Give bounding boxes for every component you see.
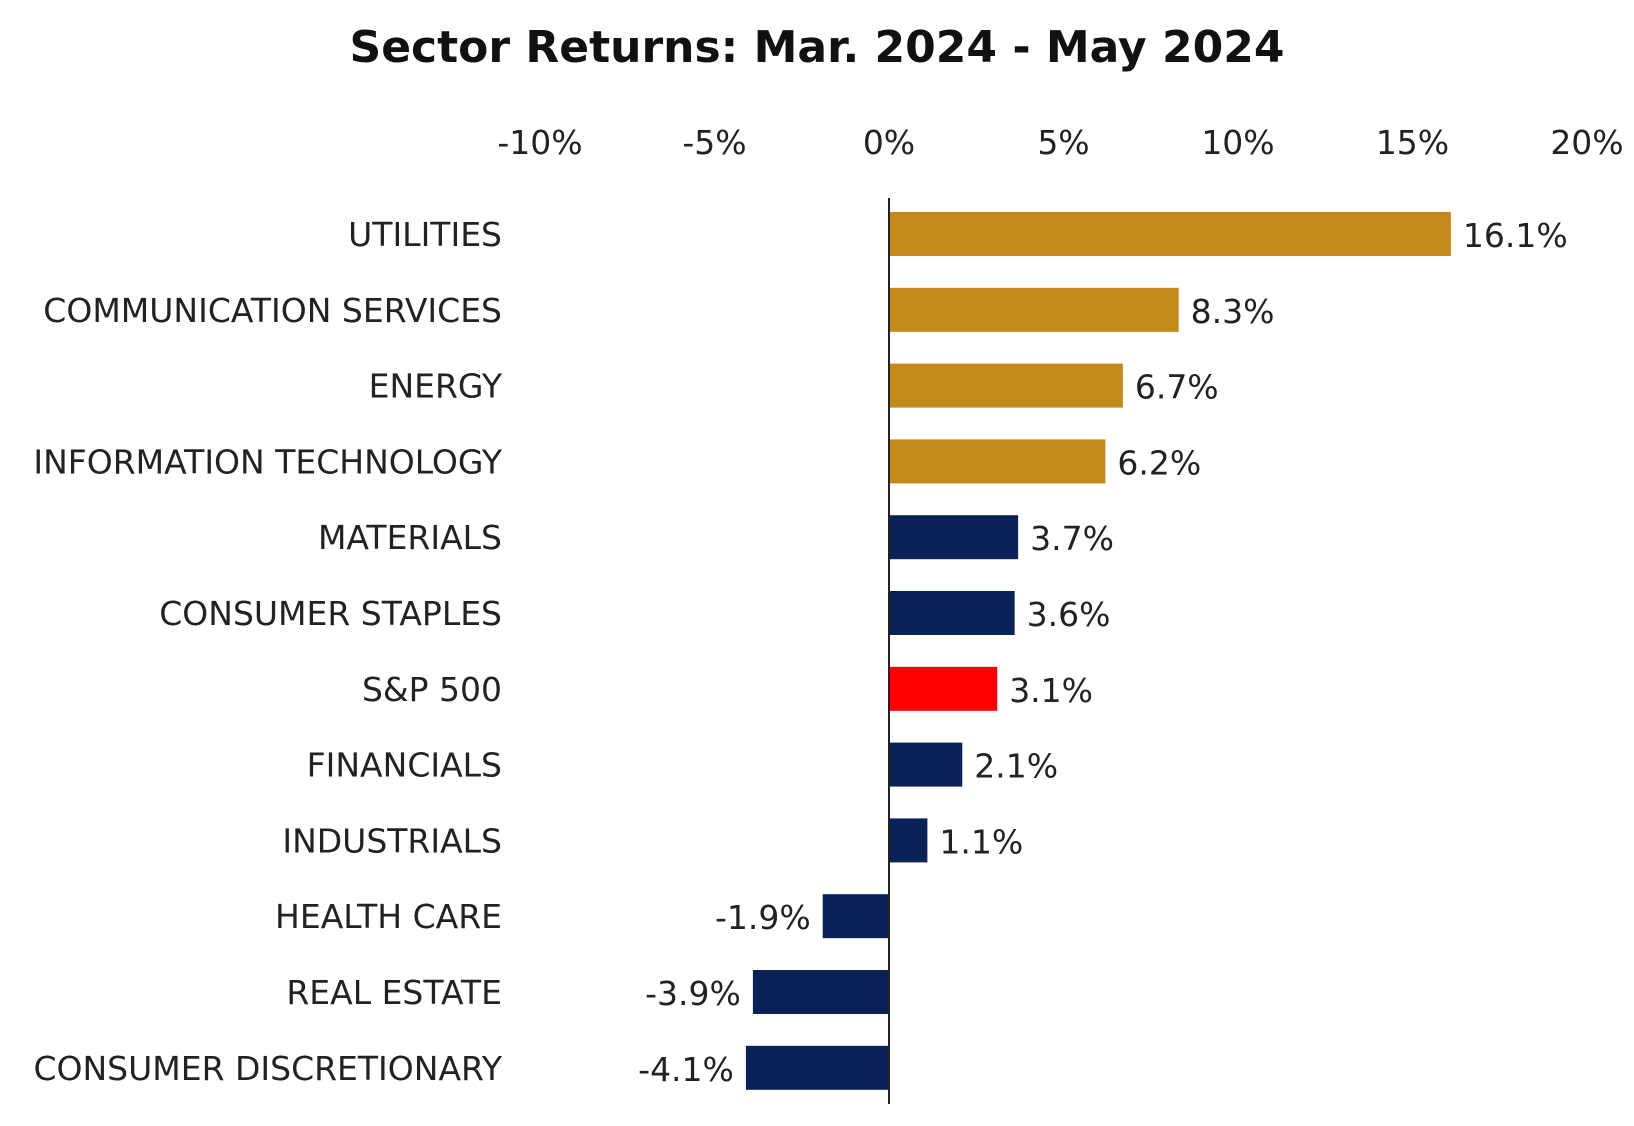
category-label: INFORMATION TECHNOLOGY — [33, 442, 502, 481]
category-label: CONSUMER STAPLES — [159, 594, 502, 633]
bar-information-technology — [889, 439, 1106, 484]
category-label: ENERGY — [369, 367, 503, 406]
x-tick-label: 0% — [863, 123, 915, 162]
bar-energy — [889, 363, 1123, 408]
bar-real-estate — [752, 970, 889, 1014]
bar-utilities — [889, 212, 1451, 256]
data-label: 6.2% — [1117, 443, 1201, 482]
category-label: UTILITIES — [348, 215, 502, 254]
x-tick-label: 20% — [1550, 123, 1623, 162]
category-label: MATERIALS — [318, 518, 502, 557]
bar-consumer-staples — [889, 591, 1015, 635]
data-label: -1.9% — [715, 898, 811, 937]
category-label: HEALTH CARE — [275, 897, 502, 936]
category-label: COMMUNICATION SERVICES — [43, 291, 502, 330]
data-label: 8.3% — [1191, 292, 1275, 331]
data-label: 2.1% — [974, 747, 1058, 786]
bar-s-p-500 — [889, 666, 998, 711]
category-label: CONSUMER DISCRETIONARY — [33, 1049, 502, 1088]
x-tick-label: -10% — [497, 123, 582, 162]
bar-health-care — [822, 894, 889, 939]
x-axis-ticks: -10% -5% 0% 5% 10% 15% 20% — [497, 123, 1623, 162]
data-label: -3.9% — [645, 974, 741, 1013]
bars-group — [745, 212, 1451, 1090]
category-label: REAL ESTATE — [286, 973, 502, 1012]
data-label: 16.1% — [1463, 216, 1568, 255]
bar-communication-services — [889, 287, 1179, 332]
bar-materials — [889, 515, 1019, 560]
chart-title: Sector Returns: Mar. 2024 - May 2024 — [349, 22, 1285, 73]
category-label: INDUSTRIALS — [282, 821, 502, 860]
data-label: 6.7% — [1135, 368, 1219, 407]
category-labels: UTILITIES COMMUNICATION SERVICES ENERGY INF… — [33, 215, 502, 1088]
bar-industrials — [889, 818, 928, 863]
data-label: 3.1% — [1009, 671, 1093, 710]
x-tick-label: 15% — [1376, 123, 1449, 162]
category-label: FINANCIALS — [307, 746, 502, 785]
x-tick-label: 10% — [1201, 123, 1274, 162]
data-labels: 16.1% 8.3% 6.7% 6.2%3.7% 3.6% 3.1% 2.1% 1.1% -1.… — [638, 216, 1568, 1089]
data-label: 3.7% — [1030, 519, 1114, 558]
bar-consumer-discretionary — [745, 1045, 889, 1090]
data-label: -4.1% — [638, 1050, 734, 1089]
data-label: 1.1% — [939, 822, 1023, 861]
bar-financials — [889, 742, 963, 787]
x-tick-label: -5% — [682, 123, 746, 162]
category-label: S&P 500 — [362, 670, 502, 709]
data-label: 3.6% — [1027, 595, 1111, 634]
x-tick-label: 5% — [1037, 123, 1089, 162]
